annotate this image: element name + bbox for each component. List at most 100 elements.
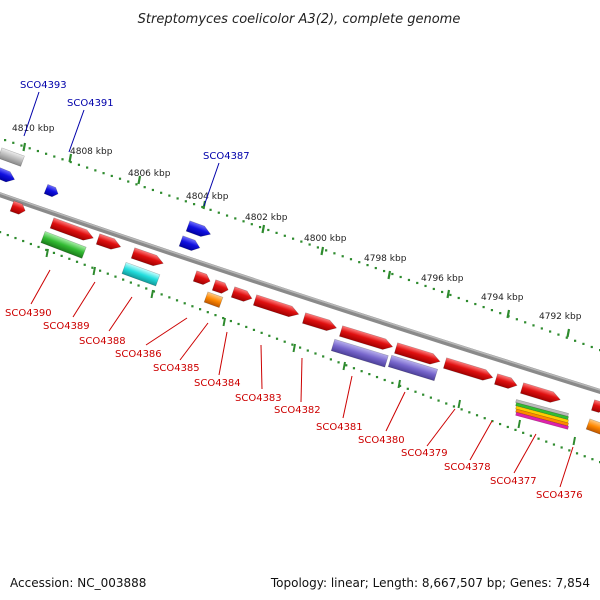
scale-dot [429,396,432,399]
scale-dot [4,139,7,142]
scale-dot [110,174,113,178]
gene-label-forward: SCO4391 [67,98,114,109]
leader-line [179,322,209,361]
scale-dot [491,420,494,423]
gene-feature-red [252,294,300,318]
scale-dot [322,355,325,358]
scale-dot [382,269,386,273]
leader-line [469,420,493,461]
scale-tick-mark [506,309,511,319]
scale-tick-mark [572,436,576,446]
scale-dot [424,284,427,288]
gene-feature-red [339,325,394,350]
gene-label-reverse: SCO4385 [153,363,200,374]
scale-dot [306,349,309,352]
scale-dot [68,257,71,260]
scale-tick-mark [342,361,346,371]
leader-line [30,269,51,305]
scale-dot [591,458,594,461]
scale-dot [449,293,452,297]
gene-feature-red [443,357,494,381]
gene-label-reverse: SCO4378 [444,462,491,473]
scale-dot [183,302,186,305]
scale-dot [201,205,204,209]
scale-dot [217,211,220,214]
gene-feature-red [9,200,26,215]
scale-dot [168,194,171,197]
scale-dot [86,166,89,169]
scale-dot [316,246,319,249]
scale-tick-label: 4794 kbp [481,293,524,303]
scale-dot [283,340,286,343]
scale-tick-mark [150,289,154,299]
gene-feature-red [520,382,561,403]
gene-feature-blue [0,166,15,183]
scale-tick-label: 4796 kbp [421,274,464,284]
scale-dot [52,251,56,255]
gene-feature-red [95,233,122,250]
scale-dot [524,321,527,324]
scale-dot [206,311,209,314]
leader-line [260,344,263,390]
scale-tick-mark [261,224,266,234]
scale-dot [28,147,31,150]
scale-dot [422,393,425,396]
scale-dot [22,239,25,243]
scale-dot [545,440,548,443]
genome-summary-text: Topology: linear; Length: 8,667,507 bp; … [270,576,590,590]
scale-dot [135,183,138,186]
scale-dot [399,384,402,387]
scale-dot [366,264,369,267]
scale-dot [168,296,171,299]
scale-dot [337,361,340,364]
label-leader-lines [23,91,574,488]
scale-dot [160,191,163,194]
scale-dot [61,158,64,161]
scale-dot [583,455,586,458]
scale-dot [0,231,2,234]
scale-tick-mark [22,142,27,152]
gene-feature-green [40,231,87,259]
scale-dots-lower [0,231,600,464]
scale-dot [483,417,486,420]
scale-dot [225,214,229,217]
scale-dot [260,331,263,334]
leader-line [342,375,353,419]
scale-dot [137,284,140,287]
scale-dot [69,160,72,164]
gene-feature-gray [0,147,25,167]
scale-dot [475,414,479,417]
scale-dot [250,223,253,226]
gene-feature-red [494,373,518,389]
scale-dot [145,287,148,290]
scale-dot [549,330,552,333]
scale-dot [45,248,48,252]
genome-backbone [0,192,600,395]
accession-text: Accession: NC_003888 [10,576,147,590]
scale-dot [457,296,460,300]
scale-dot [406,387,409,390]
scale-dot [452,405,456,408]
scale-dot [234,217,237,220]
scale-dot [102,172,105,175]
scale-dot [352,367,356,370]
scale-dot [222,316,225,320]
gene-feature-red [192,270,211,285]
scale-tick-mark [387,270,392,280]
scale-dot [325,249,328,252]
scale-dot [283,234,286,237]
scale-dot [36,149,39,153]
scale-dot [407,278,411,282]
scale-dot [391,381,394,385]
scale-dot [118,177,122,180]
leader-line [72,281,96,318]
scale-tick-mark [45,248,49,258]
scale-dot [114,275,117,278]
scale-tick-mark [137,175,142,185]
scale-tick-mark [320,246,325,256]
scale-dot [209,208,212,211]
scale-tick-label: 4800 kbp [304,234,347,244]
scale-dot [175,299,179,302]
scale-tick-mark [292,343,296,353]
scale-dot [275,337,279,340]
